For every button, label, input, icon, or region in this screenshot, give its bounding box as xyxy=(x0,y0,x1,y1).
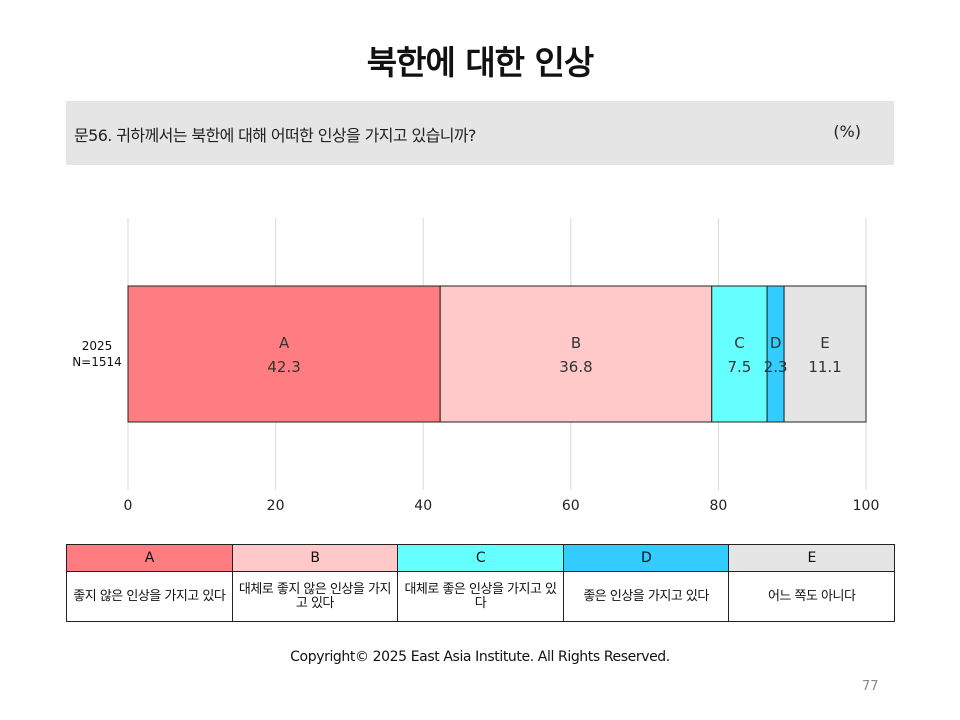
unit-label: (%) xyxy=(833,122,861,141)
row-label: 2025 N=1514 xyxy=(72,339,122,369)
bar-segments xyxy=(127,285,867,423)
segment-key-label: A xyxy=(279,334,290,352)
segment-value-label: 2.3 xyxy=(764,358,788,376)
page-number: 77 xyxy=(862,679,879,694)
legend-key-a: A xyxy=(66,544,233,572)
bar-segment-d xyxy=(766,285,785,423)
segment-value-label: 11.1 xyxy=(808,358,841,376)
legend-label-e: 어느 쪽도 아니다 xyxy=(728,571,895,622)
bar-segment-c xyxy=(711,285,768,423)
x-tick-label: 80 xyxy=(709,498,727,514)
legend-table: A B C D E 좋지 않은 인상을 가지고 있다 대체로 좋지 않은 인상을… xyxy=(66,544,895,622)
legend-key-row: A B C D E xyxy=(66,544,895,572)
legend-label-c: 대체로 좋은 인상을 가지고 있다 xyxy=(397,571,564,622)
segment-value-label: 42.3 xyxy=(267,358,300,376)
segment-labels: A 42.3 B 36.8 C 7.5 D 2.3 E 11.1 xyxy=(267,334,841,376)
segment-key-label: B xyxy=(571,334,581,352)
x-tick-label: 0 xyxy=(124,498,133,514)
page-title: 북한에 대한 인상 xyxy=(366,43,595,82)
row-label-line: 2025 xyxy=(82,339,113,353)
segment-value-label: 36.8 xyxy=(559,358,592,376)
x-tick-label: 100 xyxy=(853,498,880,514)
legend-key-e: E xyxy=(728,544,895,572)
bar-segment-e xyxy=(783,285,867,423)
legend-label-a: 좋지 않은 인상을 가지고 있다 xyxy=(66,571,233,622)
segment-key-label: E xyxy=(820,334,829,352)
row-label-line: N=1514 xyxy=(72,355,122,369)
x-axis-ticks: 0 20 40 60 80 100 xyxy=(124,498,880,514)
legend-label-b: 대체로 좋지 않은 인상을 가지고 있다 xyxy=(231,571,399,622)
stacked-bar-chart: A 42.3 B 36.8 C 7.5 D 2.3 E 11.1 0 20 40 60 80 100 202… xyxy=(72,218,880,514)
copyright-text: Copyright© 2025 East Asia Institute. All… xyxy=(290,649,670,665)
question-box: 문56. 귀하께서는 북한에 대해 어떠한 인상을 가지고 있습니까? (%) xyxy=(66,101,894,165)
legend-label-row: 좋지 않은 인상을 가지고 있다 대체로 좋지 않은 인상을 가지고 있다 대체… xyxy=(66,571,895,622)
segment-key-label: C xyxy=(734,334,744,352)
x-tick-label: 60 xyxy=(562,498,580,514)
bar-segment-a xyxy=(127,285,441,423)
x-tick-label: 40 xyxy=(414,498,432,514)
x-tick-label: 20 xyxy=(267,498,285,514)
legend-key-b: B xyxy=(231,544,399,572)
segment-key-label: D xyxy=(770,334,782,352)
legend-key-c: C xyxy=(397,544,564,572)
legend-key-d: D xyxy=(562,544,730,572)
question-text: 문56. 귀하께서는 북한에 대해 어떠한 인상을 가지고 있습니까? xyxy=(74,126,476,145)
bar-segment-b xyxy=(439,285,713,423)
legend-label-d: 좋은 인상을 가지고 있다 xyxy=(562,571,730,622)
segment-value-label: 7.5 xyxy=(728,358,752,376)
